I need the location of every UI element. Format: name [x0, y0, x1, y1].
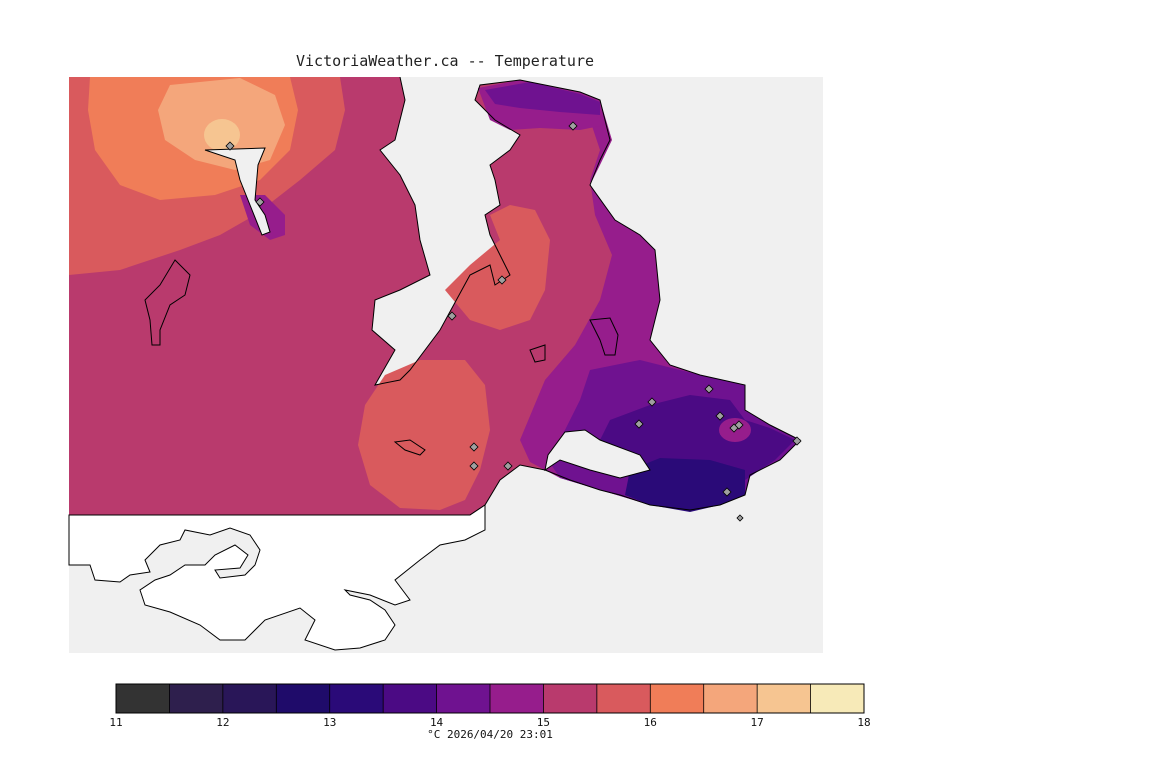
- colorbar-swatch: [383, 684, 438, 713]
- colorbar-tick-label: 11: [109, 716, 123, 729]
- colorbar-swatch: [490, 684, 544, 713]
- colorbar-swatch: [596, 684, 651, 713]
- colorbar-swatch: [650, 684, 705, 713]
- contour-16-central: [445, 205, 550, 330]
- colorbar-swatch: [543, 684, 598, 713]
- contour-16-south: [358, 360, 490, 510]
- colorbar-tick-label: 15: [536, 716, 551, 729]
- colorbar-swatch: [116, 684, 170, 713]
- station-marker: [497, 275, 507, 285]
- timestamp-label: °C 2026/04/20 23:01: [427, 728, 553, 741]
- station-marker: [722, 487, 732, 497]
- station-markers: [225, 121, 802, 522]
- colorbar-tick-label: 14: [429, 716, 444, 729]
- island-east-1: [589, 317, 619, 356]
- colorbar-tick-label: 16: [643, 716, 657, 729]
- station-marker: [503, 461, 513, 471]
- station-marker: [792, 436, 802, 446]
- station-marker: [715, 411, 725, 421]
- inlet-north: [204, 147, 271, 236]
- station-marker: [647, 397, 657, 407]
- water-features: [204, 147, 651, 479]
- colorbar: [115, 683, 865, 714]
- station-marker: [447, 311, 457, 321]
- unmapped-land-south: [68, 504, 486, 651]
- map-title: VictoriaWeather.ca -- Temperature: [295, 52, 594, 70]
- station-marker: [255, 197, 265, 207]
- island-east-2: [529, 344, 546, 363]
- station-marker: [634, 419, 644, 429]
- colorbar-tick-label: 12: [216, 716, 230, 729]
- contour-17.5-nw: [204, 119, 240, 151]
- station-marker: [225, 141, 235, 151]
- colorbar-swatch: [703, 684, 758, 713]
- colorbar-swatch: [757, 684, 812, 713]
- colorbar-swatch: [276, 684, 331, 713]
- island-west: [144, 259, 191, 346]
- contour-14-north: [485, 82, 600, 115]
- colorbar-tick-label: 13: [323, 716, 337, 729]
- station-marker: [568, 121, 578, 131]
- colorbar-tick-label: 18: [857, 716, 871, 729]
- station-marker: [736, 514, 744, 522]
- colorbar-swatch: [810, 684, 865, 713]
- colorbar-swatch: [222, 684, 277, 713]
- colorbar-swatch: [169, 684, 224, 713]
- islands: [144, 259, 619, 456]
- inlet-south: [544, 429, 651, 479]
- colorbar-swatch: [329, 684, 384, 713]
- colorbar-tick-label: 17: [750, 716, 764, 729]
- station-marker: [704, 384, 714, 394]
- station-marker: [734, 420, 744, 430]
- contour-13-east: [625, 458, 745, 512]
- station-marker: [469, 442, 479, 452]
- island-central: [393, 439, 426, 456]
- colorbar-swatch: [436, 684, 491, 713]
- station-marker: [469, 461, 479, 471]
